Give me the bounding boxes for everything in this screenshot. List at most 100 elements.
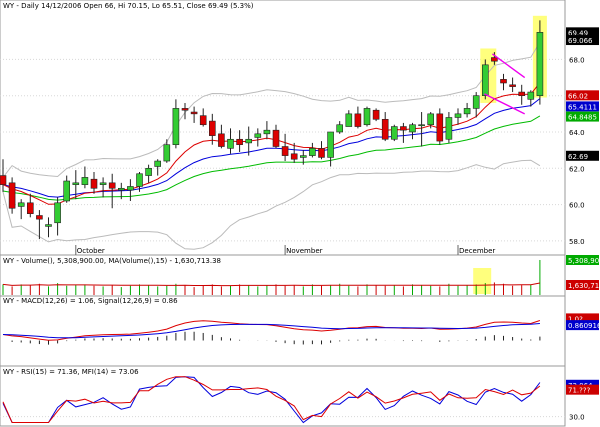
rsi-tag-bg: [566, 384, 599, 395]
candle-body: [299, 155, 307, 158]
volume-tag-bg: [566, 255, 599, 265]
price-panel: [0, 0, 566, 256]
month-label: December: [459, 247, 495, 255]
volume-label: WY - Volume(), 5,308,900.00, MA(Volume()…: [3, 257, 221, 265]
candle-body: [218, 133, 225, 147]
candle-body: [281, 146, 289, 156]
candle-body: [536, 32, 544, 96]
price-tag: 69.066: [568, 37, 593, 45]
candle-body: [372, 109, 380, 120]
candle-body: [17, 202, 25, 207]
candle-body: [36, 215, 43, 220]
price-title: WY - Daily 14/12/2006 Open 66, Hi 70.15,…: [3, 2, 254, 10]
candle-body: [336, 124, 344, 133]
candle-body: [327, 131, 334, 158]
candle-body: [90, 178, 98, 189]
candle-body: [0, 175, 7, 185]
price-tag-bg: [566, 27, 599, 38]
candle-body: [290, 153, 298, 160]
price-tag-bg: [566, 111, 599, 122]
bollinger-lower-line: [2, 159, 541, 250]
candle-body: [527, 91, 535, 100]
candle-body: [254, 133, 262, 138]
price-tick-label: 64.0: [569, 129, 585, 137]
candle-body: [8, 182, 16, 209]
macd-tag-bg: [566, 313, 599, 324]
pattern-line: [491, 53, 526, 79]
volume-ma-tag-bg: [566, 280, 599, 290]
candle-body: [199, 115, 207, 126]
candle-body: [145, 168, 152, 176]
candle-body: [472, 95, 480, 109]
candle-body: [400, 126, 407, 131]
bollinger-upper-line: [2, 41, 541, 178]
candle-body: [481, 64, 489, 96]
rsi-tick-label: 30.0: [569, 414, 585, 422]
candle-body: [245, 138, 252, 144]
price-tag: 69.49: [568, 29, 588, 37]
price-tick-label: 68.0: [569, 56, 585, 64]
macd-signal-tag: 0.860916: [568, 322, 600, 330]
price-tick-label: 58.0: [569, 238, 585, 246]
price-tag-bg: [566, 90, 599, 101]
macd-label: WY - MACD(12,26) = 1.06, Signal(12,26,9)…: [3, 297, 178, 305]
candle-body: [263, 129, 271, 135]
price-tag: 66.02: [568, 92, 588, 100]
rsi-tag: 71.???: [568, 387, 591, 395]
candle-body: [491, 57, 498, 62]
candle-body: [45, 224, 52, 227]
candle-body: [427, 113, 435, 126]
pattern-line: [483, 93, 526, 115]
candle-body: [118, 187, 125, 191]
candle-body: [309, 148, 316, 156]
candle-body: [154, 160, 161, 167]
rsi-panel: [0, 365, 566, 427]
ma-green-line: [2, 115, 541, 201]
candle-body: [108, 182, 116, 189]
candle-body: [54, 202, 61, 224]
candle-body: [272, 129, 280, 147]
candle-body: [509, 84, 516, 87]
macd-tag: 1.0?: [568, 315, 583, 323]
candle-body: [81, 177, 89, 185]
candle-body: [409, 124, 416, 133]
candle-body: [190, 111, 198, 115]
candle-body: [163, 144, 171, 162]
candle-body: [390, 126, 398, 140]
price-tag-bg: [566, 101, 599, 112]
price-tag-bg: [566, 35, 599, 46]
candle-body: [445, 117, 453, 140]
month-label: October: [77, 247, 105, 255]
candle-body: [72, 182, 80, 185]
candle-body: [99, 182, 107, 185]
candle-body: [26, 202, 34, 214]
price-tag: 62.69: [568, 153, 588, 161]
macd-signal-line: [2, 323, 540, 339]
month-label: November: [286, 247, 323, 255]
rsi-label: WY - RSI(15) = 71.36, MFI(14) = 73.06: [3, 368, 139, 376]
candle-body: [127, 186, 134, 191]
macd-signal-tag-bg: [566, 320, 599, 331]
candle-body: [172, 108, 180, 146]
candle-body: [418, 124, 425, 127]
candle-body: [363, 108, 371, 126]
candle-body: [318, 148, 325, 158]
candle-body: [136, 173, 143, 187]
candle-body: [209, 120, 216, 136]
price-tag: 65.4111: [568, 103, 597, 111]
rsi-line: [2, 376, 541, 423]
macd-panel: [0, 295, 566, 367]
candle-body: [63, 180, 71, 202]
price-tag-bg: [566, 150, 599, 161]
price-tick-label: 60.0: [569, 202, 585, 210]
volume-ma-tag: 1,630,713: [568, 282, 600, 290]
candle-body: [463, 108, 471, 115]
macd-line: [2, 320, 541, 341]
candle-body: [454, 113, 462, 118]
price-tag: 64.8485: [568, 114, 597, 122]
volume-ma-line: [2, 282, 540, 287]
candle-body: [518, 91, 526, 96]
candle-body: [381, 118, 389, 140]
candle-body: [236, 138, 243, 146]
